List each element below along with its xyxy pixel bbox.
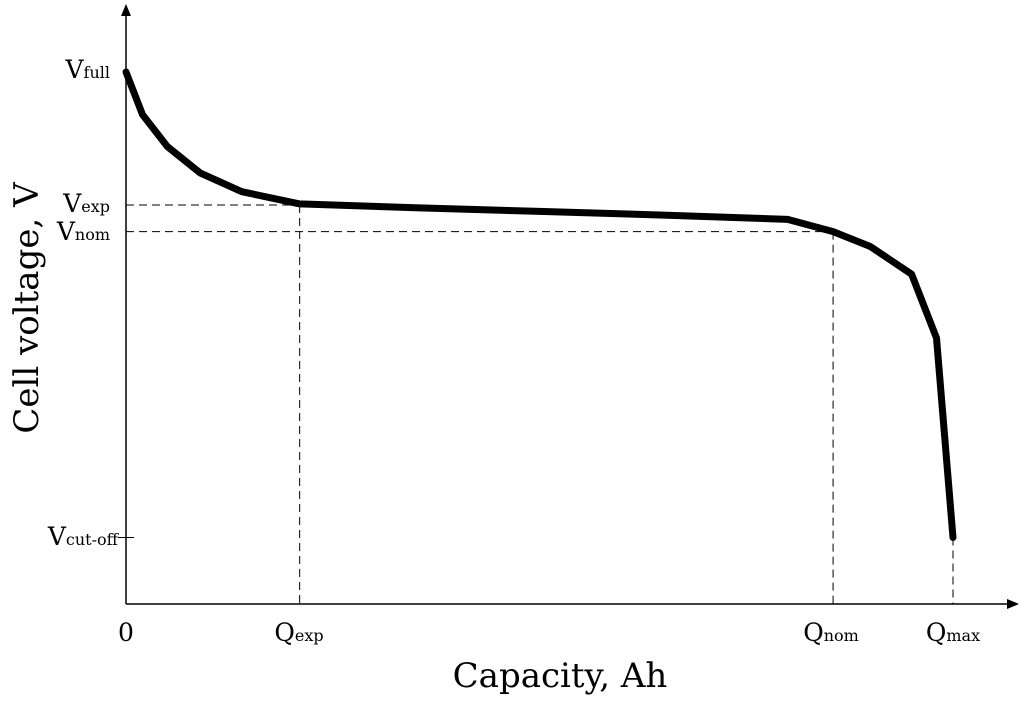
y-tick-v-full: Vfull [64, 55, 110, 84]
reference-lines [126, 204, 954, 604]
y-tick-v-nom: Vnom [56, 217, 110, 246]
y-axis-title: Cell voltage, V [7, 181, 47, 434]
x-tick-q-nom: Qnom [803, 618, 859, 647]
x-axis-title: Capacity, Ah [453, 656, 668, 696]
x-tick-q-max: Qmax [926, 618, 980, 647]
series-line [122, 68, 957, 541]
y-axis-arrow [121, 4, 131, 16]
y-tick-v-cutoff: Vcut-off [47, 522, 120, 551]
x-tick-q-exp: Qexp [274, 618, 323, 647]
y-tick-v-exp: Vexp [62, 189, 110, 218]
x-axis-arrow [1007, 599, 1019, 609]
x-tick-0: 0 [118, 618, 134, 647]
